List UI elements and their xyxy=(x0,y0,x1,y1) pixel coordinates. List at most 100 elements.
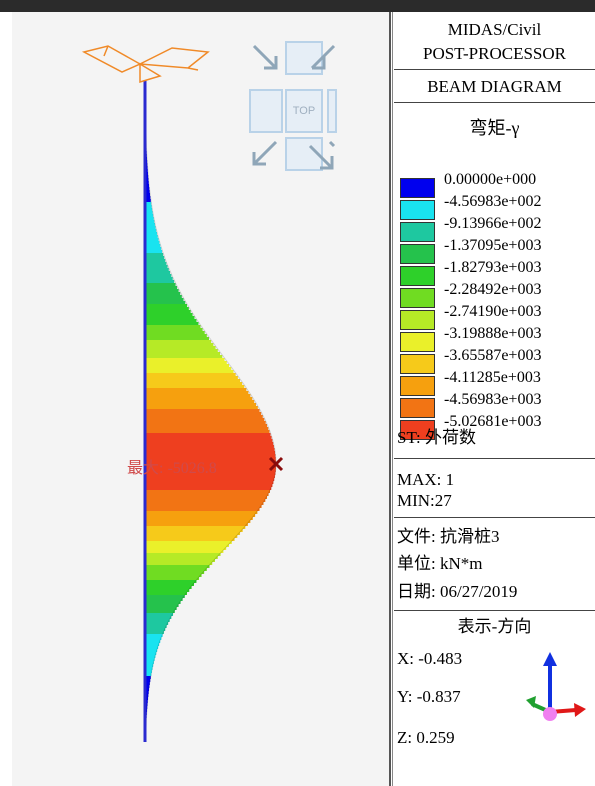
moment-slice xyxy=(145,223,155,226)
moment-slice xyxy=(145,253,164,256)
moment-slice xyxy=(145,244,161,247)
moment-slice xyxy=(145,547,227,550)
moment-slice xyxy=(145,466,276,469)
moment-slice xyxy=(145,472,276,475)
moment-slice xyxy=(145,220,155,223)
moment-slice xyxy=(145,382,243,385)
moment-slice xyxy=(145,337,209,340)
moment-slice xyxy=(145,343,214,346)
moment-slice xyxy=(145,505,262,508)
moment-slice xyxy=(145,388,247,391)
moment-slice xyxy=(145,316,195,319)
panel-divider xyxy=(389,12,391,786)
moment-slice xyxy=(145,205,152,208)
moment-slice xyxy=(145,427,269,430)
moment-slice xyxy=(145,304,187,307)
model-viewport[interactable]: TOP 最大: -5026.8 xyxy=(12,12,390,786)
moment-slice xyxy=(145,595,185,598)
direction-x: X: -0.483 xyxy=(397,649,463,668)
moment-slice xyxy=(145,646,159,649)
legend-value: -1.82793e+003 xyxy=(444,259,542,276)
moment-slice xyxy=(145,376,238,379)
moment-slice xyxy=(145,265,168,268)
moment-slice xyxy=(145,514,256,517)
moment-slice xyxy=(145,178,149,181)
file-name: 文件: 抗滑桩3 xyxy=(397,527,500,546)
moment-slice xyxy=(145,580,197,583)
date-label: 日期: 06/27/2019 xyxy=(397,582,518,601)
moment-slice xyxy=(145,697,149,700)
moment-slice xyxy=(145,241,160,244)
moment-slice xyxy=(145,412,262,415)
moment-slice xyxy=(145,442,274,445)
legend-value: -4.56983e+003 xyxy=(444,391,542,408)
moment-slice xyxy=(145,448,275,451)
moment-slice xyxy=(145,475,275,478)
arrow-top-left-icon xyxy=(252,44,278,70)
moment-slice xyxy=(145,604,179,607)
max-value-label: 最大: -5026.8 xyxy=(127,460,217,477)
moment-slice xyxy=(145,394,251,397)
moment-slice xyxy=(145,592,187,595)
moment-slice xyxy=(145,478,275,481)
moment-slice xyxy=(145,463,276,466)
moment-slice xyxy=(145,529,243,532)
moment-slice xyxy=(145,286,178,289)
moment-slice xyxy=(145,262,167,265)
moment-slice xyxy=(145,409,260,412)
moment-slice xyxy=(145,451,276,454)
legend-swatch xyxy=(400,376,435,396)
moment-slice xyxy=(145,325,201,328)
moment-slice xyxy=(145,274,172,277)
moment-slice xyxy=(145,361,227,364)
max-element: MAX: 1 xyxy=(397,470,455,489)
moment-slice xyxy=(145,295,182,298)
moment-slice xyxy=(145,247,162,250)
moment-slice xyxy=(145,301,186,304)
moment-slice xyxy=(145,208,153,211)
moment-slice xyxy=(145,661,154,664)
moment-slice xyxy=(145,340,212,343)
legend-swatch xyxy=(400,420,435,440)
moment-slice xyxy=(145,640,161,643)
moment-slice xyxy=(145,649,158,652)
moment-slice xyxy=(145,688,150,691)
moment-slice xyxy=(145,421,266,424)
title-bar xyxy=(0,0,595,12)
moment-slice xyxy=(145,193,151,196)
moment-slice xyxy=(145,415,263,418)
moment-slice xyxy=(145,577,199,580)
moment-slice xyxy=(145,454,276,457)
moment-slice xyxy=(145,631,164,634)
moment-slice xyxy=(145,433,271,436)
moment-slice xyxy=(145,517,253,520)
moment-slice xyxy=(145,655,156,658)
moment-slice xyxy=(145,670,152,673)
moment-slice xyxy=(145,550,224,553)
moment-slice xyxy=(145,226,156,229)
legend-value: -2.74190e+003 xyxy=(444,303,542,320)
axis-triad-icon xyxy=(526,652,586,721)
app-subtitle: POST-PROCESSOR xyxy=(423,44,566,63)
moment-slice xyxy=(145,238,159,241)
moment-slice xyxy=(145,607,177,610)
moment-slice xyxy=(145,271,171,274)
moment-slice xyxy=(145,511,258,514)
legend-swatch xyxy=(400,288,435,308)
moment-slice xyxy=(145,199,151,202)
moment-slice xyxy=(145,358,225,361)
view-cube[interactable]: TOP xyxy=(248,38,338,178)
moment-slice xyxy=(145,658,155,661)
legend-swatch xyxy=(400,200,435,220)
moment-slice xyxy=(145,202,152,205)
moment-slice xyxy=(145,613,174,616)
moment-slice xyxy=(145,292,181,295)
moment-slice xyxy=(145,439,273,442)
moment-slice xyxy=(145,676,151,679)
moment-slice xyxy=(145,664,154,667)
moment-slice xyxy=(145,313,193,316)
moment-slice xyxy=(145,328,203,331)
moment-slice xyxy=(145,307,189,310)
moment-slice xyxy=(145,499,266,502)
moment-slice xyxy=(145,283,176,286)
